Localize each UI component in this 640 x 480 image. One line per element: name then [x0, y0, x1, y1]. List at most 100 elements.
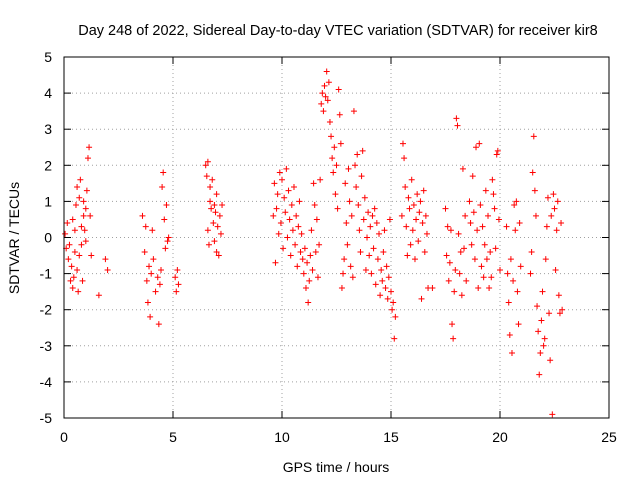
data-point: [354, 151, 361, 158]
data-point: [275, 230, 282, 237]
data-point: [70, 274, 77, 281]
data-point: [373, 220, 380, 227]
data-point: [404, 252, 411, 259]
data-point: [492, 245, 499, 252]
data-point: [547, 357, 554, 364]
data-point: [159, 183, 166, 190]
data-point: [356, 227, 363, 234]
data-point: [202, 162, 209, 169]
data-point: [316, 241, 323, 248]
data-point: [95, 292, 102, 299]
data-point: [559, 306, 566, 313]
data-point: [410, 202, 417, 209]
data-point: [450, 335, 457, 342]
y-tick-label: -2: [40, 302, 53, 318]
data-point: [83, 187, 90, 194]
data-point: [80, 212, 87, 219]
data-point: [148, 270, 155, 277]
data-point: [217, 230, 224, 237]
data-point: [371, 205, 378, 212]
data-point: [84, 155, 91, 162]
data-point: [295, 223, 302, 230]
data-point: [282, 209, 289, 216]
data-point: [207, 198, 214, 205]
data-point: [76, 194, 83, 201]
data-point: [209, 176, 216, 183]
data-point: [511, 202, 518, 209]
data-point: [74, 183, 81, 190]
data-point: [298, 230, 305, 237]
data-point: [313, 216, 320, 223]
data-point: [79, 277, 86, 284]
data-point: [478, 263, 485, 270]
data-point: [368, 270, 375, 277]
data-point: [456, 270, 463, 277]
data-point: [289, 227, 296, 234]
data-point: [271, 180, 278, 187]
data-point: [398, 212, 405, 219]
data-point: [491, 205, 498, 212]
data-point: [493, 151, 500, 158]
data-point: [553, 227, 560, 234]
data-point: [378, 266, 385, 273]
data-point: [75, 288, 82, 295]
data-point: [349, 274, 356, 281]
data-point: [556, 310, 563, 317]
data-point: [475, 285, 482, 292]
data-point: [353, 183, 360, 190]
data-point: [476, 140, 483, 147]
data-point: [62, 230, 69, 237]
data-point: [514, 288, 521, 295]
data-point: [141, 248, 148, 255]
data-point: [481, 241, 488, 248]
data-point: [401, 155, 408, 162]
data-point: [516, 220, 523, 227]
data-point: [330, 169, 337, 176]
data-point: [213, 191, 220, 198]
data-point: [411, 256, 418, 263]
data-point: [454, 122, 461, 129]
data-point: [361, 194, 368, 201]
data-point: [552, 266, 559, 273]
data-point: [342, 180, 349, 187]
data-point: [219, 202, 226, 209]
x-axis-label: GPS time / hours: [283, 459, 390, 475]
data-point: [453, 115, 460, 122]
data-point: [76, 252, 83, 259]
data-point: [297, 248, 304, 255]
data-point: [67, 277, 74, 284]
data-point: [352, 162, 359, 169]
data-point: [204, 227, 211, 234]
data-point: [164, 238, 171, 245]
x-tick-label: 10: [274, 429, 290, 445]
data-point: [340, 270, 347, 277]
data-point: [462, 212, 469, 219]
data-point: [276, 169, 283, 176]
data-point: [527, 270, 534, 277]
data-point: [508, 350, 515, 357]
data-point: [165, 234, 172, 241]
data-point: [512, 227, 519, 234]
y-tick-label: -4: [40, 374, 53, 390]
data-point: [380, 248, 387, 255]
data-point: [390, 299, 397, 306]
data-point: [510, 277, 517, 284]
data-point: [549, 411, 556, 418]
data-point: [558, 220, 565, 227]
data-point: [546, 310, 553, 317]
data-point: [150, 256, 157, 263]
y-tick-label: 2: [44, 157, 52, 173]
data-point: [156, 281, 163, 288]
data-point: [310, 180, 317, 187]
data-point: [292, 241, 299, 248]
data-point: [322, 93, 329, 100]
y-tick-label: -5: [40, 410, 53, 426]
data-point: [328, 133, 335, 140]
data-point: [66, 241, 73, 248]
axis-layer: 0 5 10 15 20 25 -5 -4 -3 -2 -1 0 1 2 3 4 5: [40, 49, 617, 445]
data-point: [517, 263, 524, 270]
data-point: [551, 205, 558, 212]
data-point: [372, 281, 379, 288]
data-point: [389, 306, 396, 313]
